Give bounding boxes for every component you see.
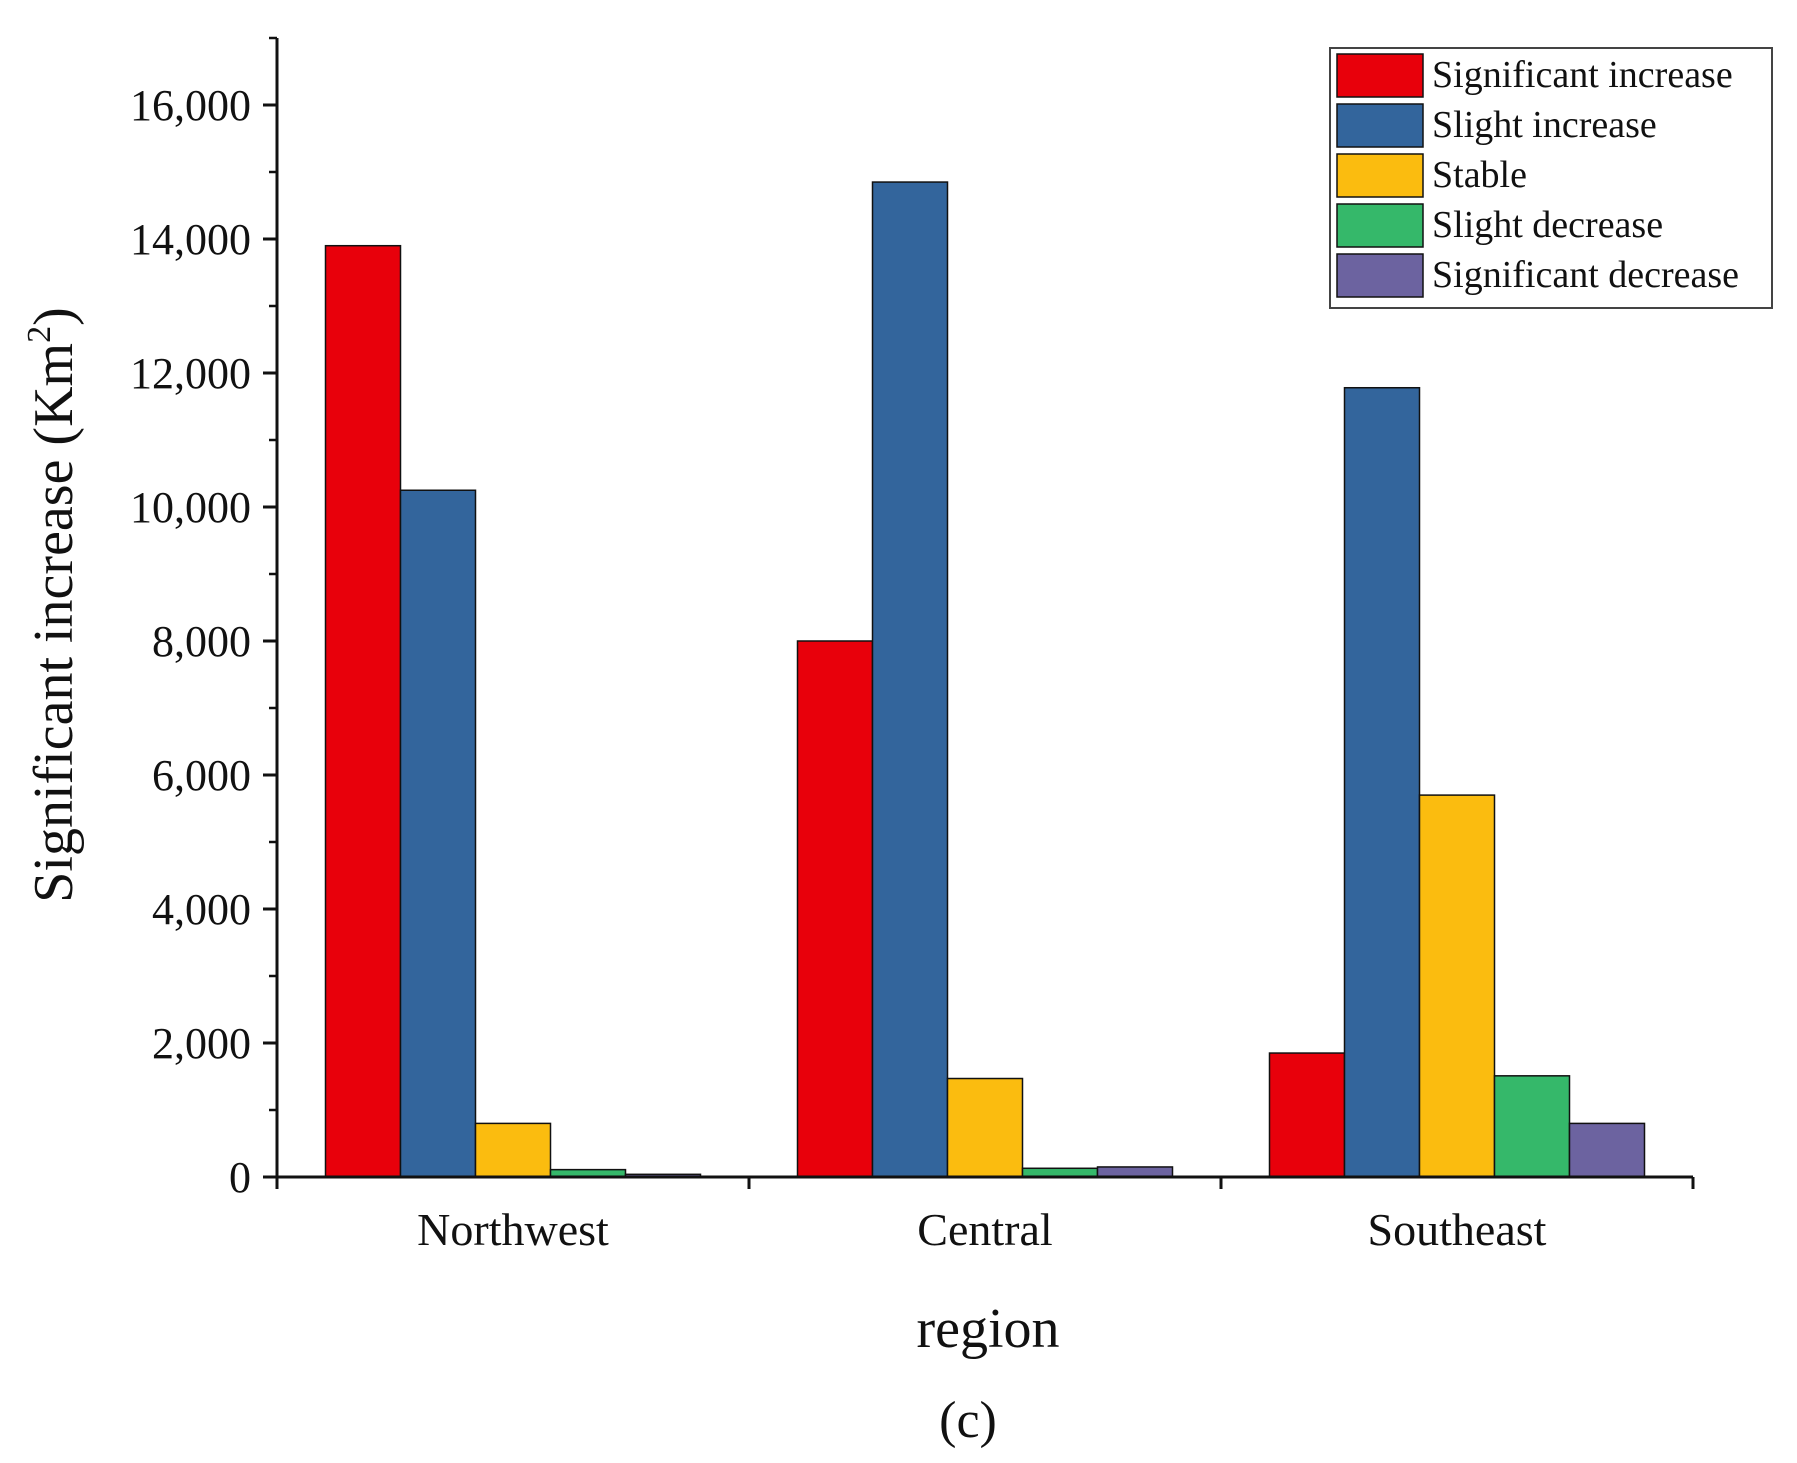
bar-southeast-series-4 <box>1568 1122 1646 1178</box>
bar-northwest-series-1 <box>399 489 477 1178</box>
bar-northwest-series-2 <box>474 1122 552 1178</box>
x-category-label: Central <box>917 1204 1052 1255</box>
y-axis-title-close: ) <box>23 307 85 326</box>
x-category-label: Southeast <box>1368 1204 1547 1255</box>
legend-swatch <box>1336 203 1424 248</box>
legend-label: Significant decrease <box>1432 254 1739 296</box>
bar-central-series-1 <box>871 181 949 1178</box>
y-tick-label: 0 <box>229 1153 251 1202</box>
y-tick-label: 2,000 <box>152 1019 251 1068</box>
y-tick-label: 16,000 <box>130 81 251 130</box>
bar-central-series-4 <box>1096 1166 1174 1178</box>
legend-label: Slight increase <box>1432 104 1657 146</box>
legend: Significant increase Slight increase Stabl… <box>1329 47 1773 309</box>
y-tick-label: 12,000 <box>130 349 251 398</box>
legend-swatch <box>1336 253 1424 298</box>
legend-swatch <box>1336 53 1424 98</box>
bar-central-series-0 <box>796 640 874 1178</box>
bar-central-series-2 <box>946 1077 1024 1178</box>
x-category-label: Northwest <box>417 1204 609 1255</box>
figure-caption: (c) <box>939 1392 997 1449</box>
legend-label: Stable <box>1432 154 1527 196</box>
bar-northwest-series-0 <box>324 244 402 1178</box>
bar-southeast-series-3 <box>1493 1075 1571 1178</box>
x-axis: Northwest Central Southeast <box>263 1175 1695 1255</box>
legend-swatch <box>1336 153 1424 198</box>
y-tick-label: 8,000 <box>152 617 251 666</box>
legend-label: Slight decrease <box>1432 204 1663 246</box>
y-axis-title-superscript: 2 <box>21 326 58 343</box>
y-tick-label: 10,000 <box>130 483 251 532</box>
y-axis-title-main: Significant increase (Km <box>23 343 85 903</box>
y-tick-label: 4,000 <box>152 885 251 934</box>
y-axis: 0 2,000 4,000 6,000 8,000 10,000 12,000 14,000 1… <box>130 36 279 1202</box>
y-axis-title: Significant increase (Km2) <box>21 307 85 902</box>
bar-southeast-series-2 <box>1418 794 1496 1178</box>
bar-southeast-series-1 <box>1343 386 1421 1178</box>
y-tick-label: 14,000 <box>130 215 251 264</box>
x-axis-title: region <box>916 1298 1059 1360</box>
legend-label: Significant increase <box>1432 54 1733 96</box>
bar-southeast-series-0 <box>1268 1052 1346 1178</box>
y-tick-label: 6,000 <box>152 751 251 800</box>
legend-swatch <box>1336 103 1424 148</box>
bars-group <box>324 181 1646 1178</box>
